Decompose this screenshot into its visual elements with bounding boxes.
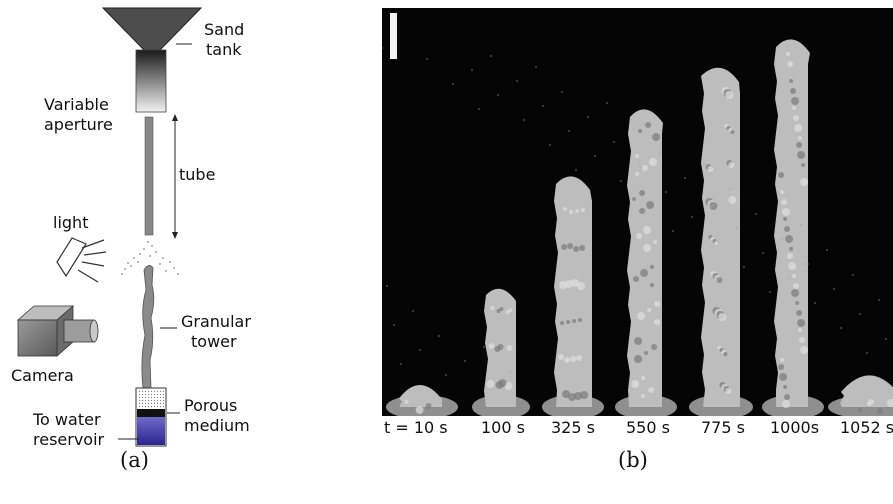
sand-speck: [452, 83, 454, 85]
sand-speck: [639, 166, 641, 168]
sand-speck: [691, 216, 693, 218]
falling-grains: [121, 241, 179, 275]
setup-schematic: [16, 7, 203, 447]
water-reservoir-label: To water reservoir: [33, 410, 105, 449]
sand-speck: [781, 238, 783, 240]
tower-4: [615, 109, 677, 416]
porous-medium: [137, 409, 165, 417]
sand-speck: [755, 213, 757, 215]
sand-speck: [703, 163, 705, 165]
scale-bar: [390, 13, 397, 59]
tube: [144, 116, 154, 236]
sand-speck: [620, 180, 622, 182]
sand-tank-label: Sand tank: [204, 20, 245, 59]
tower-growth-photo: [382, 8, 893, 416]
sand-speck: [672, 230, 674, 232]
sand-speck: [814, 302, 816, 304]
sand-speck: [594, 155, 596, 157]
sand-speck: [438, 335, 440, 337]
sand-speck: [665, 191, 667, 193]
sand-speck: [382, 47, 383, 49]
sand-speck: [490, 55, 492, 57]
time-label-1000: 1000s: [770, 418, 820, 437]
tower-6: [762, 39, 824, 416]
variable-aperture: [135, 49, 167, 113]
sand-speck: [859, 313, 861, 315]
tower-3: [542, 176, 604, 416]
sand-speck: [800, 224, 802, 226]
sand-speck: [587, 116, 589, 118]
sand-speck: [606, 102, 608, 104]
tower-7: [828, 375, 893, 416]
sand-speck: [736, 227, 738, 229]
sand-speck: [717, 241, 719, 243]
sand-speck: [497, 94, 499, 96]
tube-length-arrow: [172, 114, 178, 239]
sand-speck: [386, 285, 388, 287]
sand-speck: [807, 263, 809, 265]
sand-speck: [535, 66, 537, 68]
variable-aperture-label: Variable aperture: [44, 95, 113, 134]
tower-5: [689, 67, 753, 416]
sand-speck: [769, 291, 771, 293]
sand-speck: [419, 349, 421, 351]
sand-speck: [743, 266, 745, 268]
sand-speck: [542, 105, 544, 107]
tower-2: [472, 288, 530, 416]
sand-speck: [516, 80, 518, 82]
camera-label: Camera: [11, 366, 74, 385]
sand-speck: [412, 310, 414, 312]
sand-speck: [710, 202, 712, 204]
sand-speck: [840, 327, 842, 329]
sand-speck: [613, 141, 615, 143]
sand-speck: [866, 352, 868, 354]
sand-speck: [400, 363, 402, 365]
sand-speck: [549, 144, 551, 146]
sand-speck: [852, 274, 854, 276]
granular-tower-label: Granular tower: [181, 312, 251, 351]
time-label-100: 100 s: [481, 418, 525, 437]
light-icon: [56, 237, 107, 283]
sand-speck: [632, 127, 634, 129]
sand-speck: [568, 130, 570, 132]
sand-speck: [445, 374, 447, 376]
sand-speck: [878, 299, 880, 301]
time-label-t10: t = 10 s: [384, 418, 448, 437]
tower-1: [386, 384, 458, 416]
light-label: light: [53, 213, 89, 232]
sand-speck: [509, 371, 511, 373]
sand-speck: [575, 169, 577, 171]
sand-speck: [762, 252, 764, 254]
sand-speck: [729, 188, 731, 190]
sand-speck: [885, 338, 887, 340]
sand-speck: [561, 91, 563, 93]
sand-speck: [646, 205, 648, 207]
sand-column: [137, 389, 165, 409]
sand-speck: [833, 288, 835, 290]
tube-label: tube: [179, 165, 216, 184]
time-label-1052: 1052 s: [840, 418, 893, 437]
sand-speck: [788, 277, 790, 279]
sand-speck: [658, 152, 660, 154]
tower-sequence: [382, 39, 893, 416]
panel-b-caption: (b): [618, 448, 648, 472]
water: [137, 417, 165, 445]
time-label-325: 325 s: [551, 418, 595, 437]
sand-speck: [464, 360, 466, 362]
time-label-775: 775 s: [701, 418, 745, 437]
sand-speck: [523, 119, 525, 121]
sand-speck: [826, 249, 828, 251]
camera-icon: [16, 305, 99, 357]
granular-tower: [141, 265, 155, 389]
sand-speck: [483, 346, 485, 348]
sand-speck: [478, 108, 480, 110]
sand-speck: [471, 69, 473, 71]
porous-medium-label: Porous medium: [184, 396, 250, 435]
sand-speck: [684, 177, 686, 179]
sand-speck: [426, 58, 428, 60]
time-label-550: 550 s: [626, 418, 670, 437]
sand-speck: [393, 324, 395, 326]
panel-a-caption: (a): [120, 448, 149, 472]
